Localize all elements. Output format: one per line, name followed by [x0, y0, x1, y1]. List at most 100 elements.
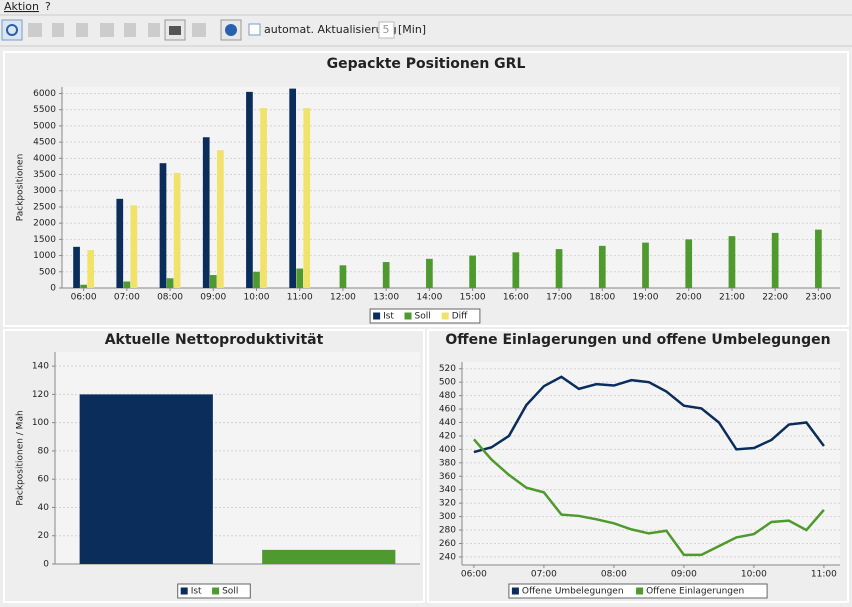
bar	[771, 232, 779, 288]
interval-unit: [Min]	[398, 23, 426, 36]
bar	[382, 262, 390, 288]
line-series	[472, 438, 825, 557]
bar	[426, 258, 433, 288]
y-tick-label: 280	[439, 526, 456, 536]
legend-label: Diff	[452, 312, 468, 322]
chart-title: Gepackte Positionen GRL	[327, 56, 526, 72]
x-tick-label: 13:00	[373, 293, 399, 303]
x-tick-label: 21:00	[719, 293, 745, 303]
x-tick-label: 19:00	[633, 293, 659, 303]
bar	[296, 268, 304, 288]
y-tick-label: 300	[439, 512, 456, 522]
legend-swatch	[373, 312, 381, 320]
y-tick-label: 260	[439, 539, 456, 549]
y-tick-label: 40	[38, 503, 50, 513]
refresh-button[interactable]	[1, 19, 23, 41]
legend-box	[369, 308, 481, 324]
y-tick-label: 6000	[33, 89, 56, 99]
menu-item[interactable]: ?	[45, 0, 51, 13]
edit-button[interactable]	[76, 23, 88, 37]
chart-title: Offene Einlagerungen und offene Umbelegu…	[445, 332, 830, 348]
x-tick-label: 10:00	[741, 570, 767, 580]
bar	[209, 275, 217, 288]
y-tick-label: 240	[439, 552, 456, 562]
toolbar: automat. Aktualisierung 5 [Min]	[1, 19, 426, 41]
bar	[598, 245, 606, 288]
legend-swatch	[404, 312, 412, 320]
enter-button[interactable]	[192, 23, 206, 37]
bar	[216, 150, 224, 288]
x-tick-label: 22:00	[762, 293, 788, 303]
y-tick-label: 2000	[33, 219, 56, 229]
bar	[130, 205, 138, 288]
y-tick-label: 100	[32, 418, 49, 428]
legend: Ist Soll Diff	[369, 308, 481, 324]
undo-button[interactable]	[124, 23, 136, 37]
legend-swatch	[212, 587, 220, 595]
zoom-button[interactable]	[28, 23, 42, 37]
x-tick-label: 08:00	[157, 293, 183, 303]
legend-swatch	[511, 587, 519, 595]
x-tick-label: 06:00	[71, 293, 97, 303]
legend-swatch	[441, 312, 449, 320]
y-tick-label: 360	[439, 472, 456, 482]
y-tick-label: 120	[32, 390, 49, 400]
print-icon	[169, 26, 181, 35]
auto-refresh-checkbox[interactable]	[248, 23, 261, 36]
legend-label: Offene Einlagerungen	[646, 587, 744, 597]
bar	[642, 242, 649, 288]
legend-swatch	[180, 587, 188, 595]
y-tick-label: 3000	[33, 186, 56, 196]
checkbox-label: automat. Aktualisierung	[264, 23, 397, 36]
interval-input[interactable]	[378, 21, 395, 39]
refresh-icon	[6, 24, 18, 36]
x-tick-label: 20:00	[676, 293, 702, 303]
x-tick-label: 15:00	[460, 293, 486, 303]
y-tick-label: 20	[38, 531, 50, 541]
x-tick-label: 08:00	[601, 570, 627, 580]
y-axis-label: Packpositionen / Mah	[16, 410, 26, 505]
interval-value: 5	[383, 23, 390, 36]
save-button[interactable]	[100, 23, 114, 37]
bar	[116, 198, 124, 288]
help-icon	[225, 24, 237, 36]
bar	[303, 108, 311, 289]
y-tick-label: 500	[39, 267, 56, 277]
bar	[512, 252, 520, 288]
y-axis-label: Packpositionen	[16, 154, 26, 222]
delete-button[interactable]	[148, 23, 160, 37]
y-tick-label: 80	[38, 446, 50, 456]
legend: Offene Umbelegungen Offene Einlagerungen	[508, 583, 768, 599]
y-tick-label: 340	[439, 485, 456, 495]
menu-item[interactable]: Aktion	[4, 0, 39, 13]
y-tick-label: 0	[43, 560, 49, 570]
plot-area	[62, 87, 840, 288]
y-tick-label: 140	[32, 362, 49, 372]
legend-label: Soll	[415, 312, 431, 322]
x-tick-label: 18:00	[589, 293, 615, 303]
y-tick-label: 60	[38, 475, 50, 485]
x-tick-label: 17:00	[546, 293, 572, 303]
y-tick-label: 2500	[33, 202, 56, 212]
y-tick-label: 4500	[33, 138, 56, 148]
legend-label: Soll	[222, 587, 238, 597]
chart-title: Aktuelle Nettoproduktivität	[105, 332, 324, 348]
bar	[159, 163, 167, 288]
bar	[555, 249, 563, 288]
bar	[123, 281, 131, 288]
y-tick-label: 500	[439, 378, 456, 388]
bar	[173, 172, 181, 288]
bar	[246, 91, 253, 288]
bar	[166, 278, 174, 288]
y-tick-label: 400	[439, 445, 456, 455]
x-tick-label: 09:00	[200, 293, 226, 303]
y-tick-label: 5000	[33, 121, 56, 131]
legend-label: Ist	[383, 312, 394, 322]
doc-button[interactable]	[52, 23, 64, 37]
y-tick-label: 380	[439, 458, 456, 468]
bar	[79, 394, 213, 564]
x-tick-label: 23:00	[805, 293, 831, 303]
x-tick-label: 11:00	[811, 570, 837, 580]
x-tick-label: 09:00	[671, 570, 697, 580]
